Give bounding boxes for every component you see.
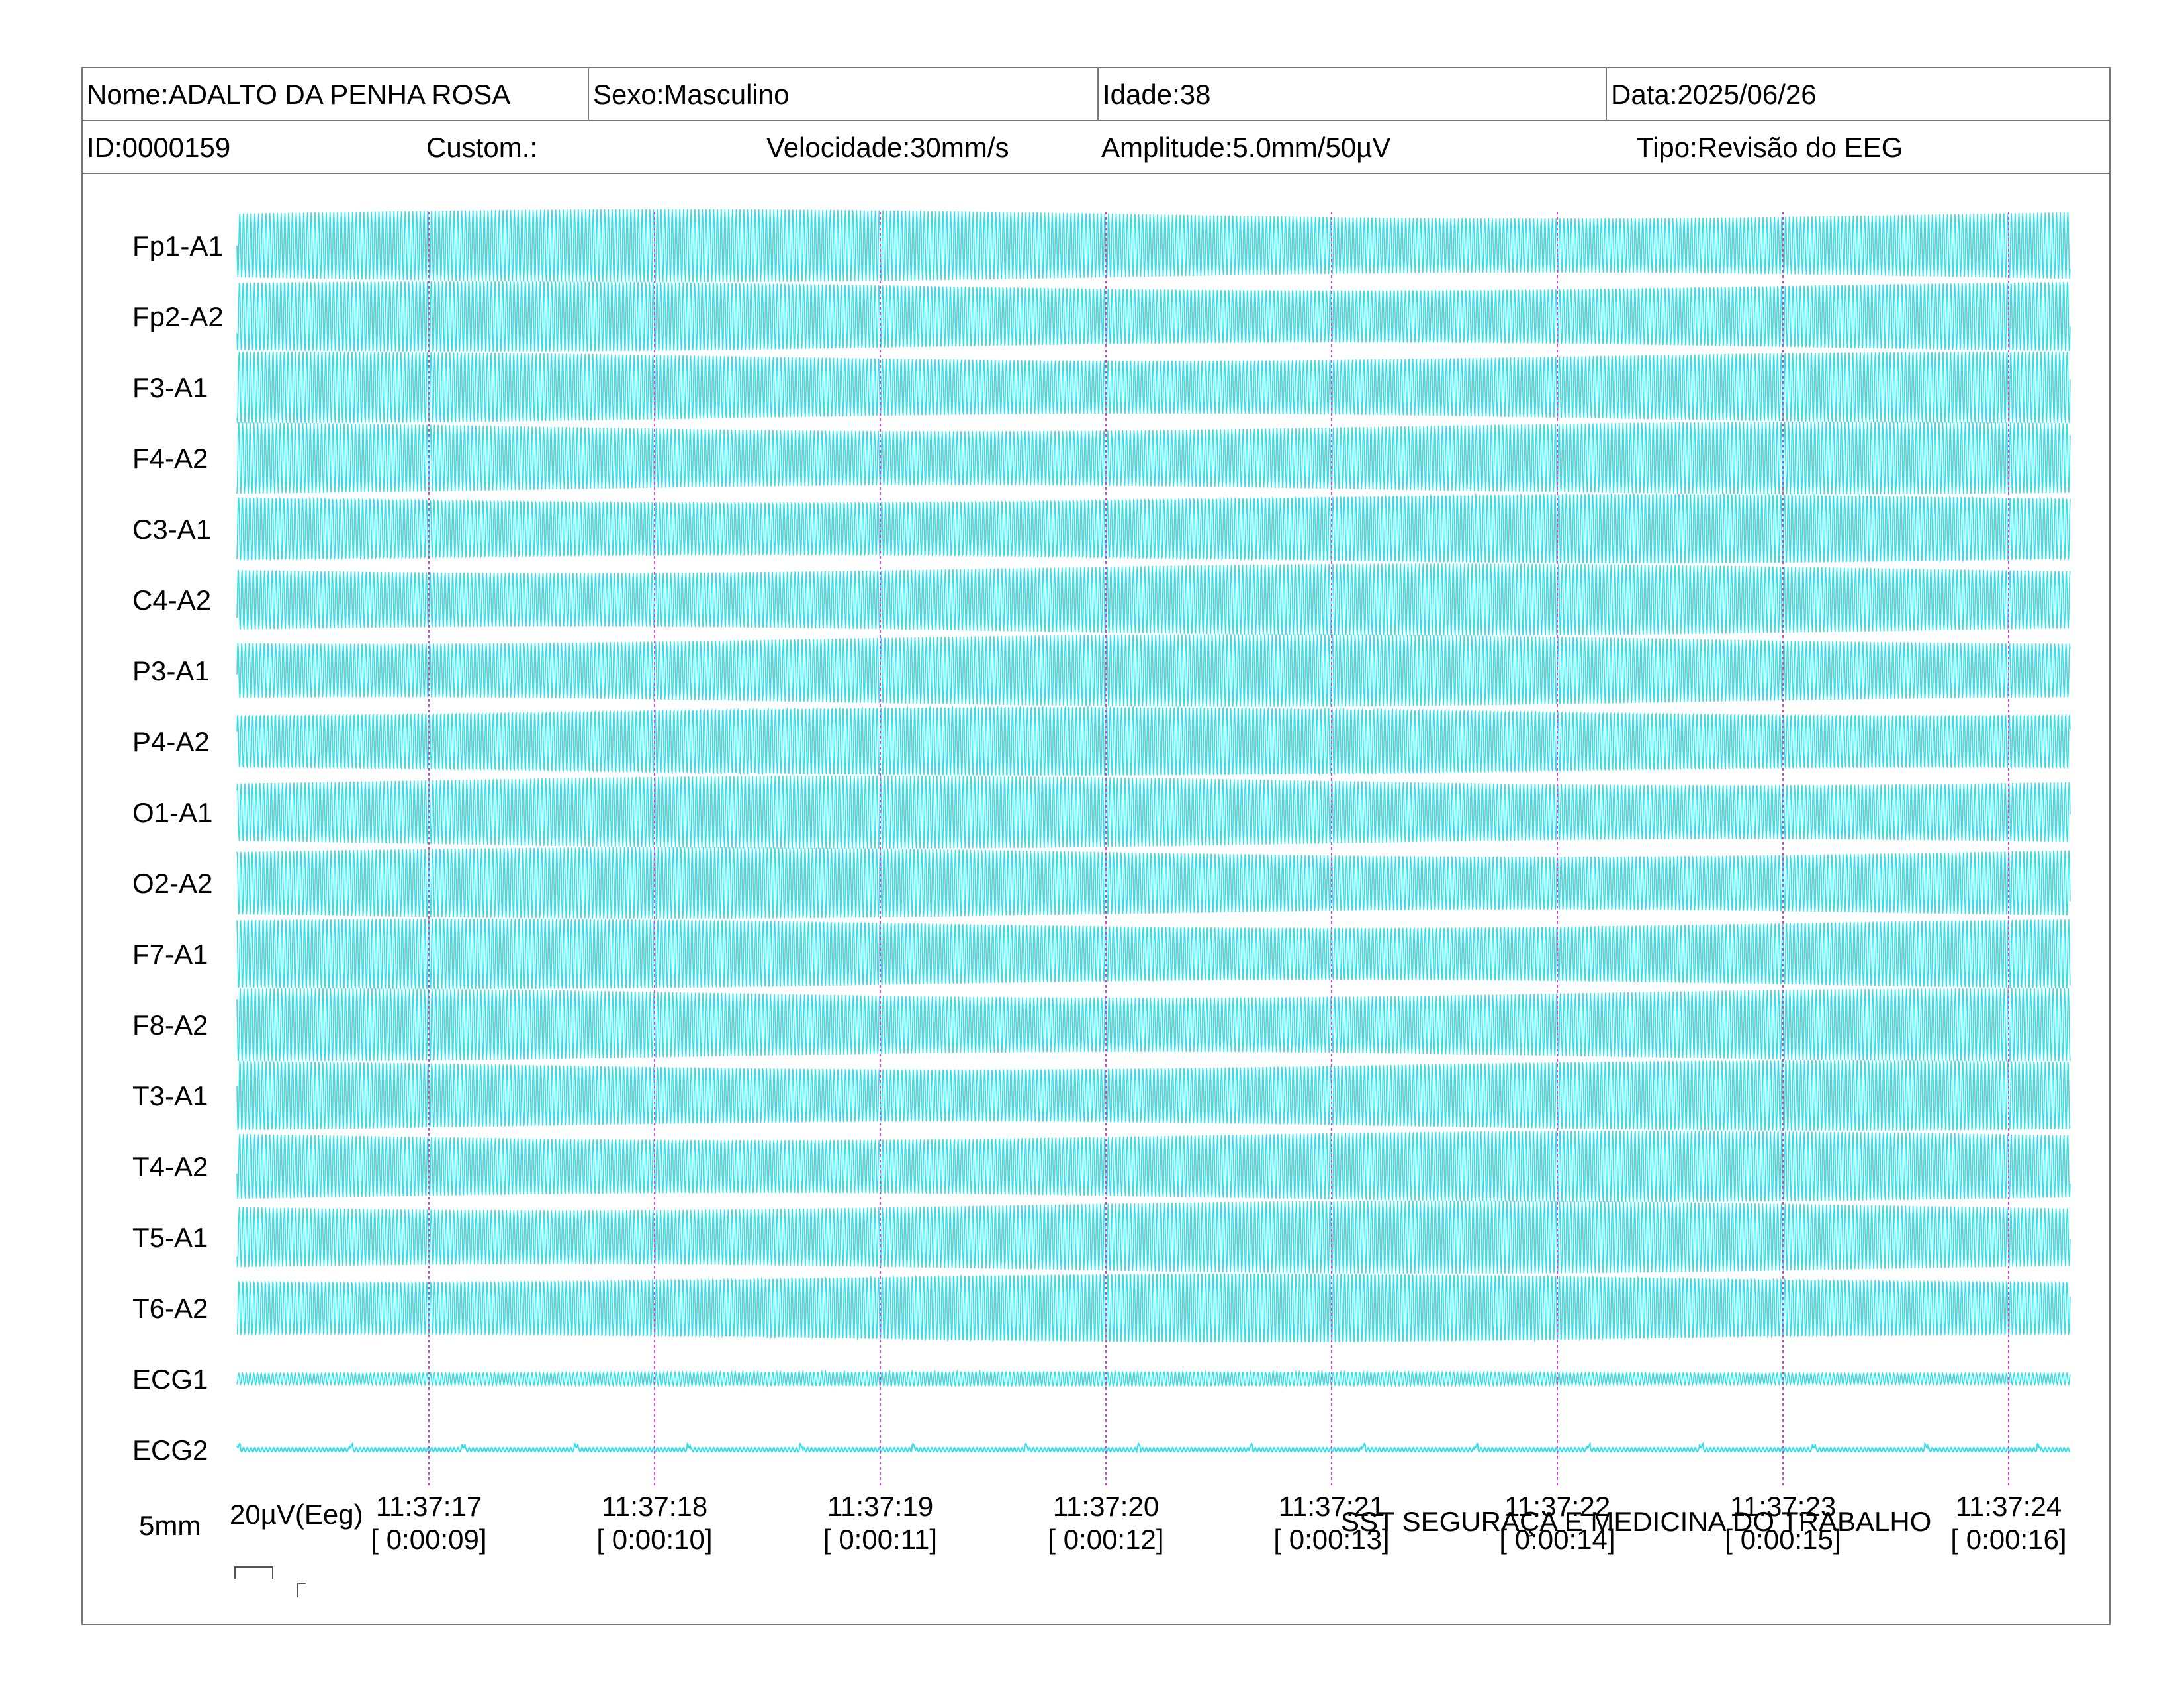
eeg-trace-t6-a2 [236,1273,2071,1343]
time-clock-label: 11:37:22 [1504,1491,1610,1522]
eeg-trace-f8-a2 [236,988,2071,1062]
channel-label: O2-A2 [132,868,212,899]
channel-label: ECG2 [132,1434,208,1466]
scale-bar [234,1566,306,1597]
time-clock-label: 11:37:20 [1053,1491,1159,1522]
channel-label: F7-A1 [132,939,208,970]
eeg-trace-fp1-a1 [236,209,2071,283]
time-elapsed-label: [ 0:00:12] [1048,1524,1163,1555]
eeg-trace-p4-a2 [236,705,2071,776]
eeg-trace-t3-a1 [236,1060,2071,1131]
time-clock-label: 11:37:21 [1279,1491,1385,1522]
header-row-settings: ID:0000159 Custom.: Velocidade:30mm/s Am… [83,121,2109,174]
channel-label: F4-A2 [132,443,208,474]
eeg-trace-c3-a1 [236,492,2071,564]
custom-field: Custom.: [426,132,538,163]
time-elapsed-label: [ 0:00:15] [1725,1524,1841,1555]
channel-label: P3-A1 [132,655,210,686]
channel-label: Fp2-A2 [132,301,224,332]
eeg-trace-t4-a2 [236,1131,2071,1202]
channel-label: C4-A2 [132,585,211,616]
eeg-traces [236,209,2071,1454]
eeg-trace-c4-a2 [236,563,2071,636]
channel-label: F3-A1 [132,372,208,403]
patient-age: Idade:38 [1097,68,1606,120]
eeg-trace-o1-a1 [236,775,2071,849]
time-elapsed-label: [ 0:00:14] [1499,1524,1615,1555]
time-elapsed-label: [ 0:00:11] [823,1524,937,1555]
time-clock-label: 11:37:17 [376,1491,482,1522]
speed-setting: Velocidade:30mm/s [766,132,1009,163]
channel-label: T3-A1 [132,1080,208,1111]
eeg-trace-f7-a1 [236,918,2071,990]
channel-labels: Fp1-A1 Fp2-A2 F3-A1 F4-A2 C3-A1 C4-A2 P3-A1 P4-… [132,230,224,1466]
exam-type: Tipo:Revisão do EEG [1637,132,1903,163]
channel-label: F8-A2 [132,1009,208,1041]
eeg-trace-ecg2 [236,1442,2071,1454]
time-elapsed-label: [ 0:00:16] [1950,1524,2066,1555]
channel-label: T5-A1 [132,1222,208,1253]
exam-date: Data:2025/06/26 [1606,68,2109,120]
channel-label: T6-A2 [132,1293,208,1324]
time-elapsed-label: [ 0:00:10] [596,1524,712,1555]
eeg-report-sheet: Nome:ADALTO DA PENHA ROSA Sexo:Masculino… [81,67,2111,1625]
eeg-trace-f4-a2 [236,421,2071,495]
time-clock-label: 11:37:23 [1730,1491,1836,1522]
patient-name: Nome:ADALTO DA PENHA ROSA [87,79,511,110]
time-labels: 11:37:17[ 0:00:09] 11:37:18[ 0:00:10] 11:3… [371,1491,2066,1555]
time-clock-label: 11:37:18 [602,1491,707,1522]
time-elapsed-label: [ 0:00:09] [371,1524,486,1555]
scale-uv-label: 20µV(Eeg) [230,1499,363,1530]
channel-label: T4-A2 [132,1151,208,1182]
eeg-trace-fp2-a2 [236,281,2071,352]
channel-label: P4-A2 [132,726,210,757]
patient-id: ID:0000159 [87,132,231,163]
channel-label: Fp1-A1 [132,230,224,261]
header-row-patient: Nome:ADALTO DA PENHA ROSA Sexo:Masculino… [83,68,2109,121]
channel-label: O1-A1 [132,797,212,828]
time-clock-label: 11:37:24 [1956,1491,2062,1522]
eeg-trace-ecg1 [236,1369,2071,1389]
channel-label: C3-A1 [132,514,211,545]
company-footer: SST SEGURAÇA E MEDICINA DO TRABALHO [1341,1506,1932,1537]
channel-label: ECG1 [132,1364,208,1395]
amplitude-setting: Amplitude:5.0mm/50µV [1101,132,1391,163]
time-markers [428,212,2009,1486]
eeg-trace-f3-a1 [236,352,2071,423]
time-clock-label: 11:37:19 [827,1491,933,1522]
eeg-trace-t5-a1 [236,1200,2071,1274]
eeg-trace-p3-a1 [236,634,2071,707]
patient-sex: Sexo:Masculino [588,68,1097,120]
time-elapsed-label: [ 0:00:13] [1273,1524,1389,1555]
eeg-trace-o2-a2 [236,847,2071,919]
scale-mm-label: 5mm [139,1510,201,1541]
